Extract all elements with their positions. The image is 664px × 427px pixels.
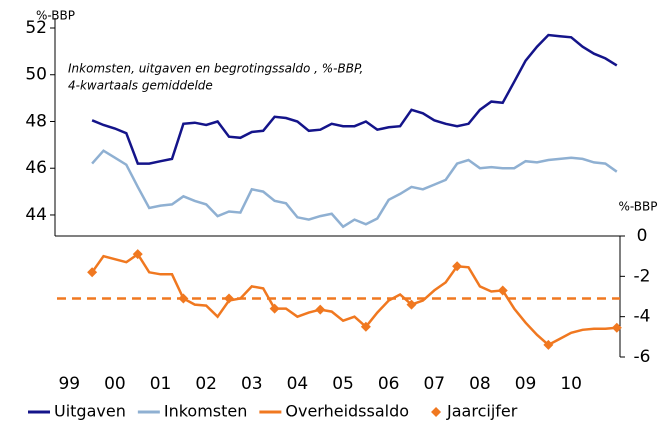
- x-tick-label: 99: [58, 374, 80, 394]
- x-tick-label: 10: [560, 374, 582, 394]
- data-line: [91, 33, 618, 165]
- data-point: [611, 322, 622, 333]
- data-point: [543, 339, 554, 350]
- data-point: [406, 299, 417, 310]
- data-line: [91, 149, 618, 229]
- y-tick-label: -4: [634, 307, 651, 327]
- annotation: Inkomsten, uitgaven en begrotingssaldo ,…: [68, 62, 363, 76]
- x-tick-label: 06: [378, 374, 400, 394]
- data-point: [497, 285, 508, 296]
- y-tick-label: 52: [25, 18, 47, 38]
- data-point: [132, 249, 143, 260]
- y-tick-label: 50: [25, 65, 47, 85]
- y-tick-label: 0: [637, 226, 648, 246]
- y-tick-label: -2: [634, 266, 651, 286]
- legend-label: Uitgaven: [54, 402, 126, 421]
- x-tick-label: 05: [332, 374, 354, 394]
- x-tick-label: 03: [241, 374, 263, 394]
- legend-label: Overheidssaldo: [285, 402, 409, 421]
- data-point: [178, 293, 189, 304]
- x-tick-label: 00: [104, 374, 126, 394]
- y-tick-label: -6: [634, 347, 651, 367]
- data-point: [452, 261, 463, 272]
- y-tick-label: 48: [25, 111, 47, 131]
- data-point: [224, 293, 235, 304]
- legend-label: Inkomsten: [164, 402, 248, 421]
- y-tick-label: 46: [25, 158, 47, 178]
- x-tick-label: 01: [150, 374, 172, 394]
- x-tick-label: 07: [423, 374, 445, 394]
- y-axis-unit: %-BBP: [618, 200, 657, 214]
- y-tick-label: 44: [25, 205, 47, 225]
- data-line: [91, 252, 617, 347]
- x-tick-label: 08: [469, 374, 491, 394]
- data-point: [269, 303, 280, 314]
- data-point: [87, 267, 98, 278]
- legend-swatch: [431, 407, 442, 417]
- x-tick-label: 09: [515, 374, 537, 394]
- x-tick-label: 02: [195, 374, 217, 394]
- annotation: 4-kwartaals gemiddelde: [68, 79, 213, 93]
- y-axis-unit: %-BBP: [36, 9, 75, 23]
- x-tick-label: 04: [287, 374, 309, 394]
- data-point: [315, 304, 326, 315]
- legend-label: Jaarcijfer: [446, 402, 518, 421]
- data-point: [360, 321, 371, 332]
